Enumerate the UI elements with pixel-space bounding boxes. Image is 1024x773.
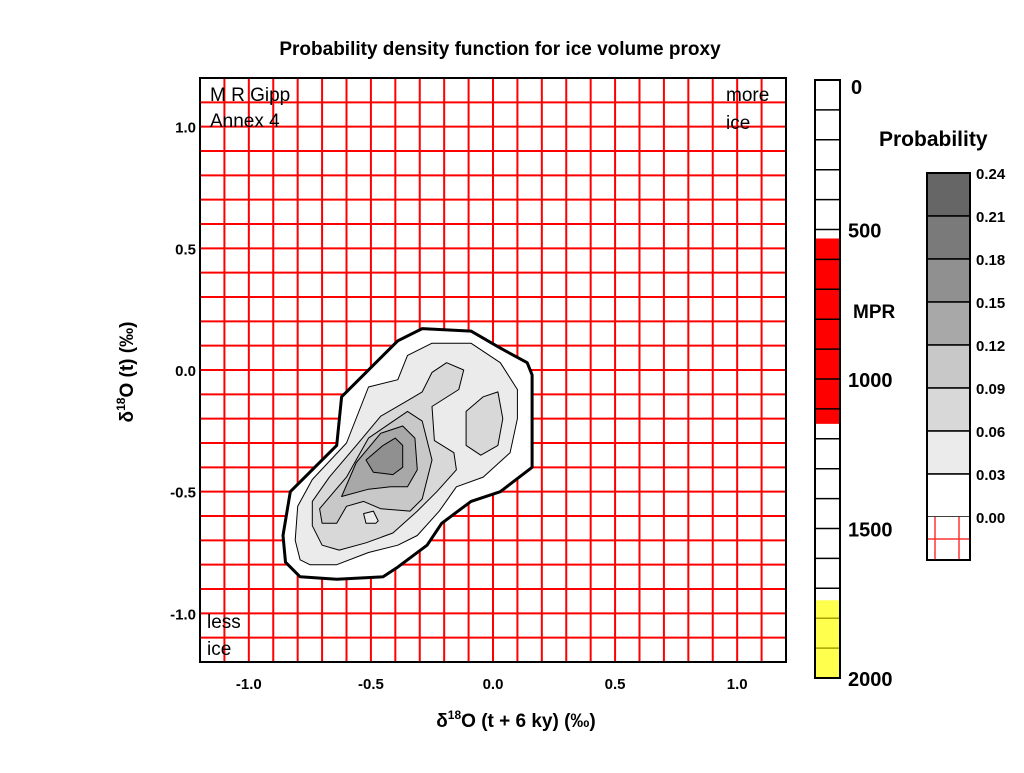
author-label: M R Gipp <box>210 85 290 106</box>
mpr-tick-label: 1000 <box>848 370 893 392</box>
y-tick-label: 1.0 <box>175 120 196 137</box>
legend-swatch <box>926 258 971 303</box>
x-tick-label: -0.5 <box>358 676 384 693</box>
contour-0.06 <box>465 391 504 456</box>
legend-level-label: 0.06 <box>976 424 1005 441</box>
less-ice-label: less <box>207 612 241 633</box>
x-tick-label: -1.0 <box>236 676 262 693</box>
plot-border <box>199 77 787 663</box>
legend-swatch <box>926 430 971 475</box>
legend-level-label: 0.21 <box>976 209 1005 226</box>
x-tick-labels: -1.0 -0.5 0.0 0.5 1.0 <box>236 676 748 693</box>
legend-level-label: 0.18 <box>976 252 1005 269</box>
legend-level-label: 0.00 <box>976 510 1005 527</box>
y-axis-label: δ18O (t) (‰) <box>114 322 138 423</box>
more-ice-label: more <box>726 85 769 106</box>
plot-area <box>199 77 787 663</box>
legend-swatch <box>926 344 971 389</box>
legend-swatch <box>926 301 971 346</box>
legend-level-label: 0.03 <box>976 467 1005 484</box>
mpr-tick-label: 0 <box>851 77 862 99</box>
x-tick-label: 0.5 <box>605 676 626 693</box>
mpr-tick-label: 2000 <box>848 669 893 691</box>
mpr-label: MPR <box>853 302 896 323</box>
legend-swatch <box>926 172 971 217</box>
mpr-bar: 0 500 1000 1500 2000 <box>814 77 893 691</box>
less-ice-label-2: ice <box>207 639 231 660</box>
x-tick-label: 1.0 <box>727 676 748 693</box>
mpr-band <box>815 600 840 678</box>
x-tick-label: 0.0 <box>483 676 504 693</box>
probability-legend-title: Probability <box>879 128 988 151</box>
mpr-band <box>815 238 840 424</box>
chart-title: Probability density function for ice vol… <box>279 39 721 60</box>
annex-label: Annex 4 <box>210 111 280 132</box>
legend-level-label: 0.15 <box>976 295 1005 312</box>
legend-swatch <box>926 215 971 260</box>
contour-0.15 <box>365 437 404 476</box>
legend-swatch <box>926 387 971 432</box>
legend-level-label: 0.09 <box>976 381 1005 398</box>
contour-0.06 <box>363 510 379 524</box>
mpr-tick-label: 1500 <box>848 520 893 542</box>
y-tick-label: 0.0 <box>175 363 196 380</box>
probability-legend: 0.24 0.21 0.18 0.15 0.12 0.09 0.06 0.03 0.00 <box>926 166 1006 561</box>
legend-level-label: 0.12 <box>976 338 1005 355</box>
y-tick-label: -0.5 <box>170 485 196 502</box>
y-tick-labels: 1.0 0.5 0.0 -0.5 -1.0 <box>170 120 196 624</box>
y-tick-label: 0.5 <box>175 241 196 258</box>
x-axis-label: δ18O (t + 6 ky) (‰) <box>436 708 596 732</box>
mpr-tick-label: 500 <box>848 221 881 243</box>
y-tick-label: -1.0 <box>170 606 196 623</box>
legend-border <box>926 172 971 561</box>
legend-level-label: 0.24 <box>976 166 1006 183</box>
mpr-bar-border <box>814 79 841 679</box>
more-ice-label-2: ice <box>726 113 750 134</box>
legend-swatch <box>926 473 971 518</box>
